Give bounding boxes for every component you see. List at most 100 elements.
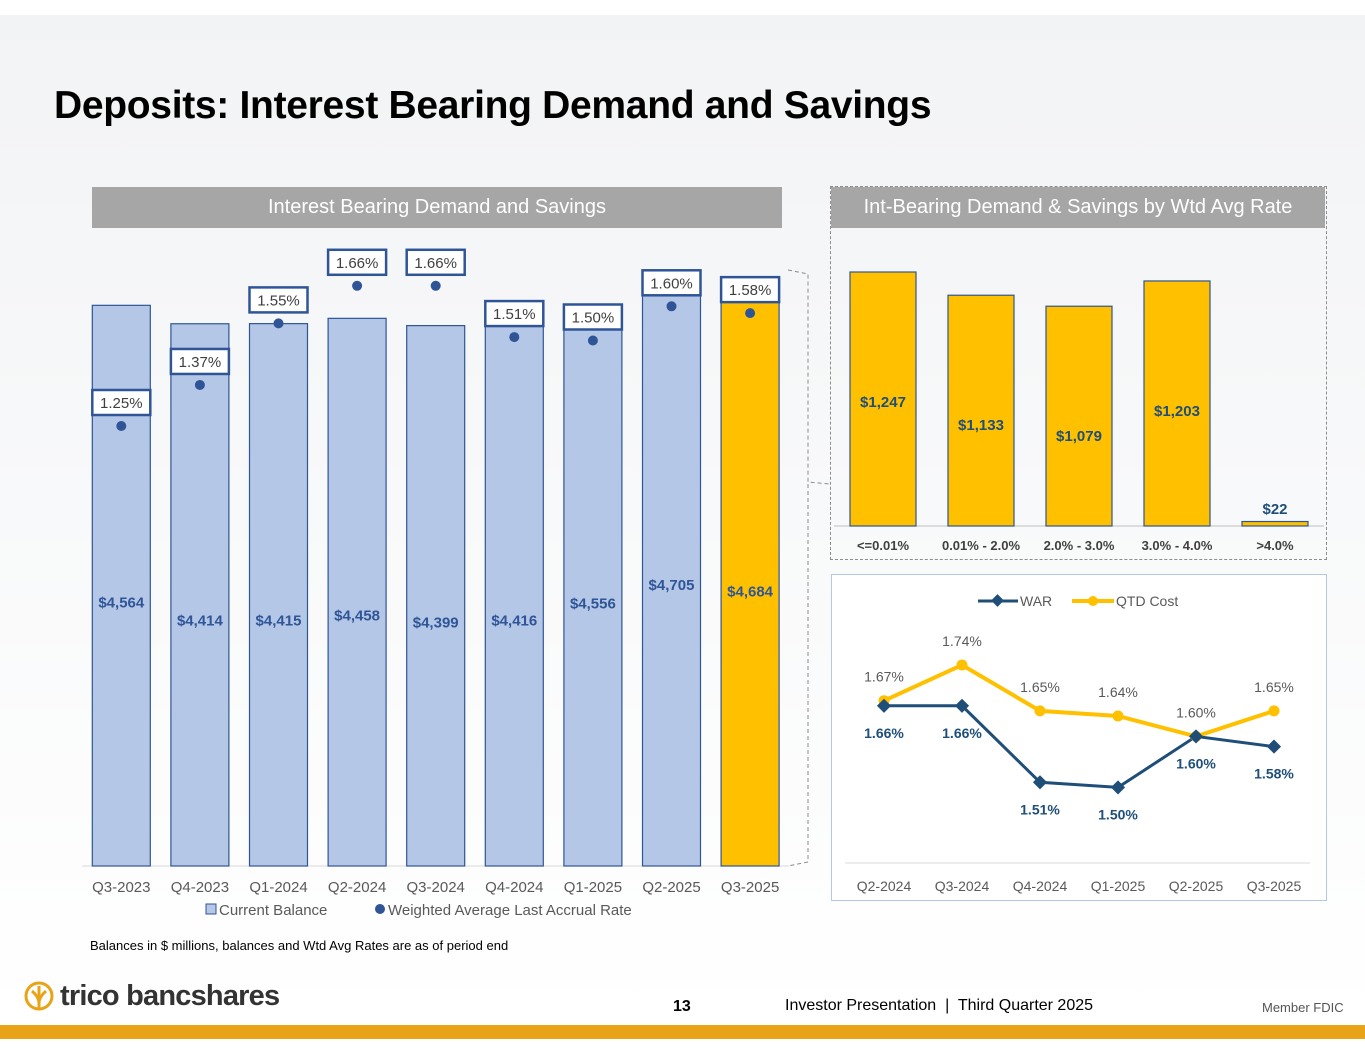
- qtd-point: [1268, 705, 1280, 717]
- page-number: 13: [673, 998, 691, 1015]
- balance-data-label: $4,556: [570, 595, 616, 612]
- right-chart-header: Int-Bearing Demand & Savings by Wtd Avg …: [831, 187, 1325, 228]
- rate-data-label: 1.37%: [179, 354, 222, 371]
- legend-label-balance: Current Balance: [219, 902, 327, 919]
- rate-marker: [273, 318, 284, 329]
- war-data-label: 1.50%: [1098, 806, 1138, 822]
- qtd-data-label: 1.67%: [864, 669, 904, 685]
- qtd-point: [1112, 710, 1124, 722]
- rate-label-box: [562, 303, 624, 331]
- zoom-connector: [787, 269, 831, 867]
- balance-data-label: $4,564: [98, 594, 145, 611]
- rate-data-label: 1.66%: [414, 255, 457, 272]
- war-data-label: 1.60%: [1176, 755, 1216, 771]
- balance-data-label: $4,416: [491, 613, 537, 630]
- dist-data-label: $22: [1262, 501, 1287, 518]
- qtd-data-label: 1.74%: [942, 633, 982, 649]
- rate-marker: [745, 308, 756, 319]
- main-chart-legend: Current Balance Weighted Average Last Acc…: [205, 902, 632, 919]
- dist-x-tick-label: >4.0%: [1256, 538, 1294, 553]
- balance-data-label: $4,705: [649, 577, 695, 594]
- legend-swatch-balance: [205, 903, 217, 915]
- war-data-label: 1.58%: [1254, 766, 1294, 782]
- rate-label-box: [405, 248, 466, 277]
- rate-marker: [587, 335, 598, 346]
- line-chart-legend: WAR QTD Cost: [978, 593, 1178, 609]
- balance-bar: [248, 323, 309, 867]
- rate-data-label: 1.25%: [100, 395, 143, 412]
- dist-x-tick-label: <=0.01%: [857, 538, 909, 553]
- balance-bar: [563, 305, 623, 867]
- x-tick-label: Q1-2024: [249, 879, 307, 896]
- rate-label-box: [484, 299, 545, 328]
- rate-marker: [430, 280, 441, 291]
- balance-bar: [170, 323, 230, 867]
- balance-bar: [641, 287, 702, 867]
- balance-bar: [484, 322, 544, 867]
- logo-text: trico bancshares: [60, 979, 280, 1012]
- legend-label-qtd: QTD Cost: [1116, 593, 1178, 609]
- dist-bar: [1143, 280, 1211, 527]
- balance-bar: [406, 324, 466, 867]
- war-qtd-line-chart: 1.67% 1.74% 1.65% 1.64% 1.60% 1.65% 1.66% 1.66%…: [845, 593, 1310, 894]
- qtd-data-label: 1.60%: [1176, 704, 1216, 720]
- war-data-label: 1.66%: [942, 725, 982, 741]
- footnote: Balances in $ millions, balances and Wtd…: [90, 938, 509, 953]
- qtd-data-label: 1.64%: [1098, 684, 1138, 700]
- dist-bar: [1045, 305, 1113, 527]
- left-chart-header: Interest Bearing Demand and Savings: [92, 187, 782, 228]
- rate-label-box: [641, 269, 702, 297]
- brand-bar: [0, 1025, 1365, 1039]
- dist-x-tick-label: 2.0% - 3.0%: [1044, 538, 1115, 553]
- dist-bar: [1241, 520, 1309, 527]
- rate-data-label: 1.66%: [336, 255, 379, 272]
- page-title: Deposits: Interest Bearing Demand and Sa…: [54, 84, 932, 127]
- dist-x-tick-label: 0.01% - 2.0%: [942, 538, 1020, 553]
- line-chart-frame: [831, 574, 1327, 901]
- qtd-point: [1034, 705, 1046, 717]
- war-data-label: 1.51%: [1020, 801, 1060, 817]
- balance-data-label: $4,399: [413, 615, 459, 632]
- line-x-tick-label: Q2-2024: [857, 878, 912, 894]
- rate-marker: [352, 280, 363, 291]
- rate-label-box: [169, 347, 231, 376]
- line-x-tick-label: Q3-2025: [1247, 878, 1302, 894]
- presentation-name: Investor Presentation | Third Quarter 20…: [785, 997, 1094, 1014]
- dist-bar: [947, 294, 1015, 527]
- rate-data-label: 1.50%: [572, 310, 615, 327]
- rate-label-box: [91, 388, 152, 417]
- rate-label-box: [248, 286, 309, 314]
- rate-marker: [666, 301, 677, 312]
- war-point: [1032, 775, 1048, 790]
- war-point: [954, 698, 970, 713]
- x-tick-label: Q1-2025: [564, 879, 622, 896]
- rate-distribution-chart: $1,247 <=0.01% $1,133 0.01% - 2.0% $1,079 2.0…: [834, 271, 1324, 553]
- war-point: [1266, 739, 1282, 754]
- line-x-tick-label: Q1-2025: [1091, 878, 1146, 894]
- x-tick-label: Q2-2025: [642, 879, 700, 896]
- x-tick-label: Q3-2024: [407, 879, 465, 896]
- rate-label-box: [326, 248, 388, 277]
- balance-rate-chart: $4,564 Q3-2023 1.25% $4,414 Q4-2023 1.37% $4,4…: [82, 248, 790, 919]
- balance-bar: [327, 317, 387, 867]
- war-data-label: 1.66%: [864, 725, 904, 741]
- rate-marker: [509, 332, 520, 343]
- rate-data-label: 1.60%: [650, 275, 693, 292]
- dist-data-label: $1,133: [958, 417, 1004, 434]
- rate-marker: [116, 421, 127, 431]
- war-point: [876, 698, 892, 713]
- war-line: [884, 704, 1275, 789]
- legend-label-rate: Weighted Average Last Accrual Rate: [388, 902, 632, 919]
- connector-bracket: [787, 269, 831, 867]
- legend-swatch-rate: [375, 904, 385, 914]
- dist-data-label: $1,079: [1056, 428, 1102, 445]
- dist-data-label: $1,203: [1154, 403, 1200, 420]
- qtd-point: [956, 659, 968, 671]
- legend-marker-qtd: [1088, 596, 1098, 606]
- balance-bar: [720, 289, 780, 867]
- dist-bar: [849, 271, 917, 527]
- dist-data-label: $1,247: [860, 394, 906, 411]
- war-point: [1110, 780, 1126, 795]
- dist-x-tick-label: 3.0% - 4.0%: [1142, 538, 1213, 553]
- qtd-data-label: 1.65%: [1020, 679, 1060, 695]
